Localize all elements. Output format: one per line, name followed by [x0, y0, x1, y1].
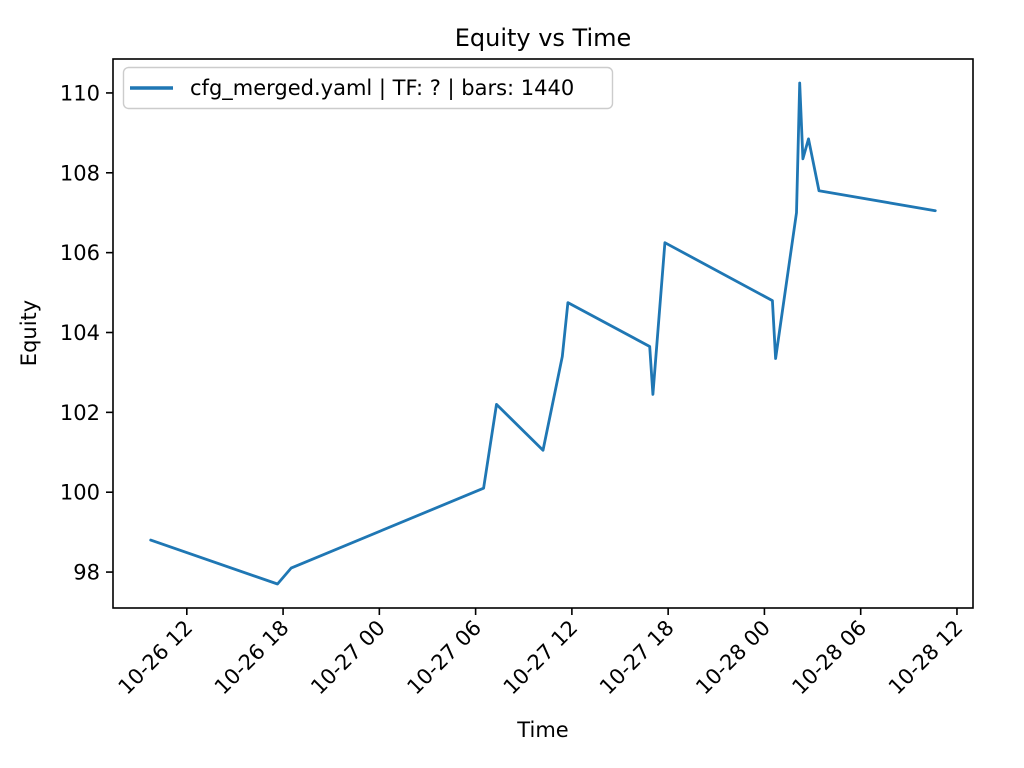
legend: cfg_merged.yaml | TF: ? | bars: 1440	[122, 66, 614, 110]
legend-entry-label: cfg_merged.yaml | TF: ? | bars: 1440	[190, 76, 574, 101]
x-tick-label: 10-28 06	[787, 616, 871, 700]
y-tick-label: 100	[60, 481, 100, 505]
x-tick-label: 10-27 06	[402, 616, 486, 700]
x-tick-label: 10-28 12	[884, 616, 968, 700]
y-tick-label: 102	[60, 401, 100, 425]
y-tick-label: 98	[73, 561, 100, 585]
y-tick-label: 104	[60, 321, 100, 345]
y-tick-label: 106	[60, 241, 100, 265]
x-tick-label: 10-27 12	[499, 616, 583, 700]
axes-frame	[112, 58, 974, 609]
y-tick-label: 108	[60, 161, 100, 185]
x-tick-label: 10-27 00	[306, 616, 390, 700]
x-tick-label: 10-26 12	[114, 616, 198, 700]
chart-title: Equity vs Time	[455, 24, 632, 52]
legend-box	[122, 66, 614, 110]
x-tick-label: 10-26 18	[210, 616, 294, 700]
x-axis-label: Time	[516, 718, 568, 742]
x-tick-label: 10-27 18	[595, 616, 679, 700]
y-axis-label: Equity	[17, 300, 41, 366]
x-tick-label: 10-28 00	[691, 616, 775, 700]
y-tick-label: 110	[60, 81, 100, 105]
equity-line-series	[149, 81, 937, 586]
